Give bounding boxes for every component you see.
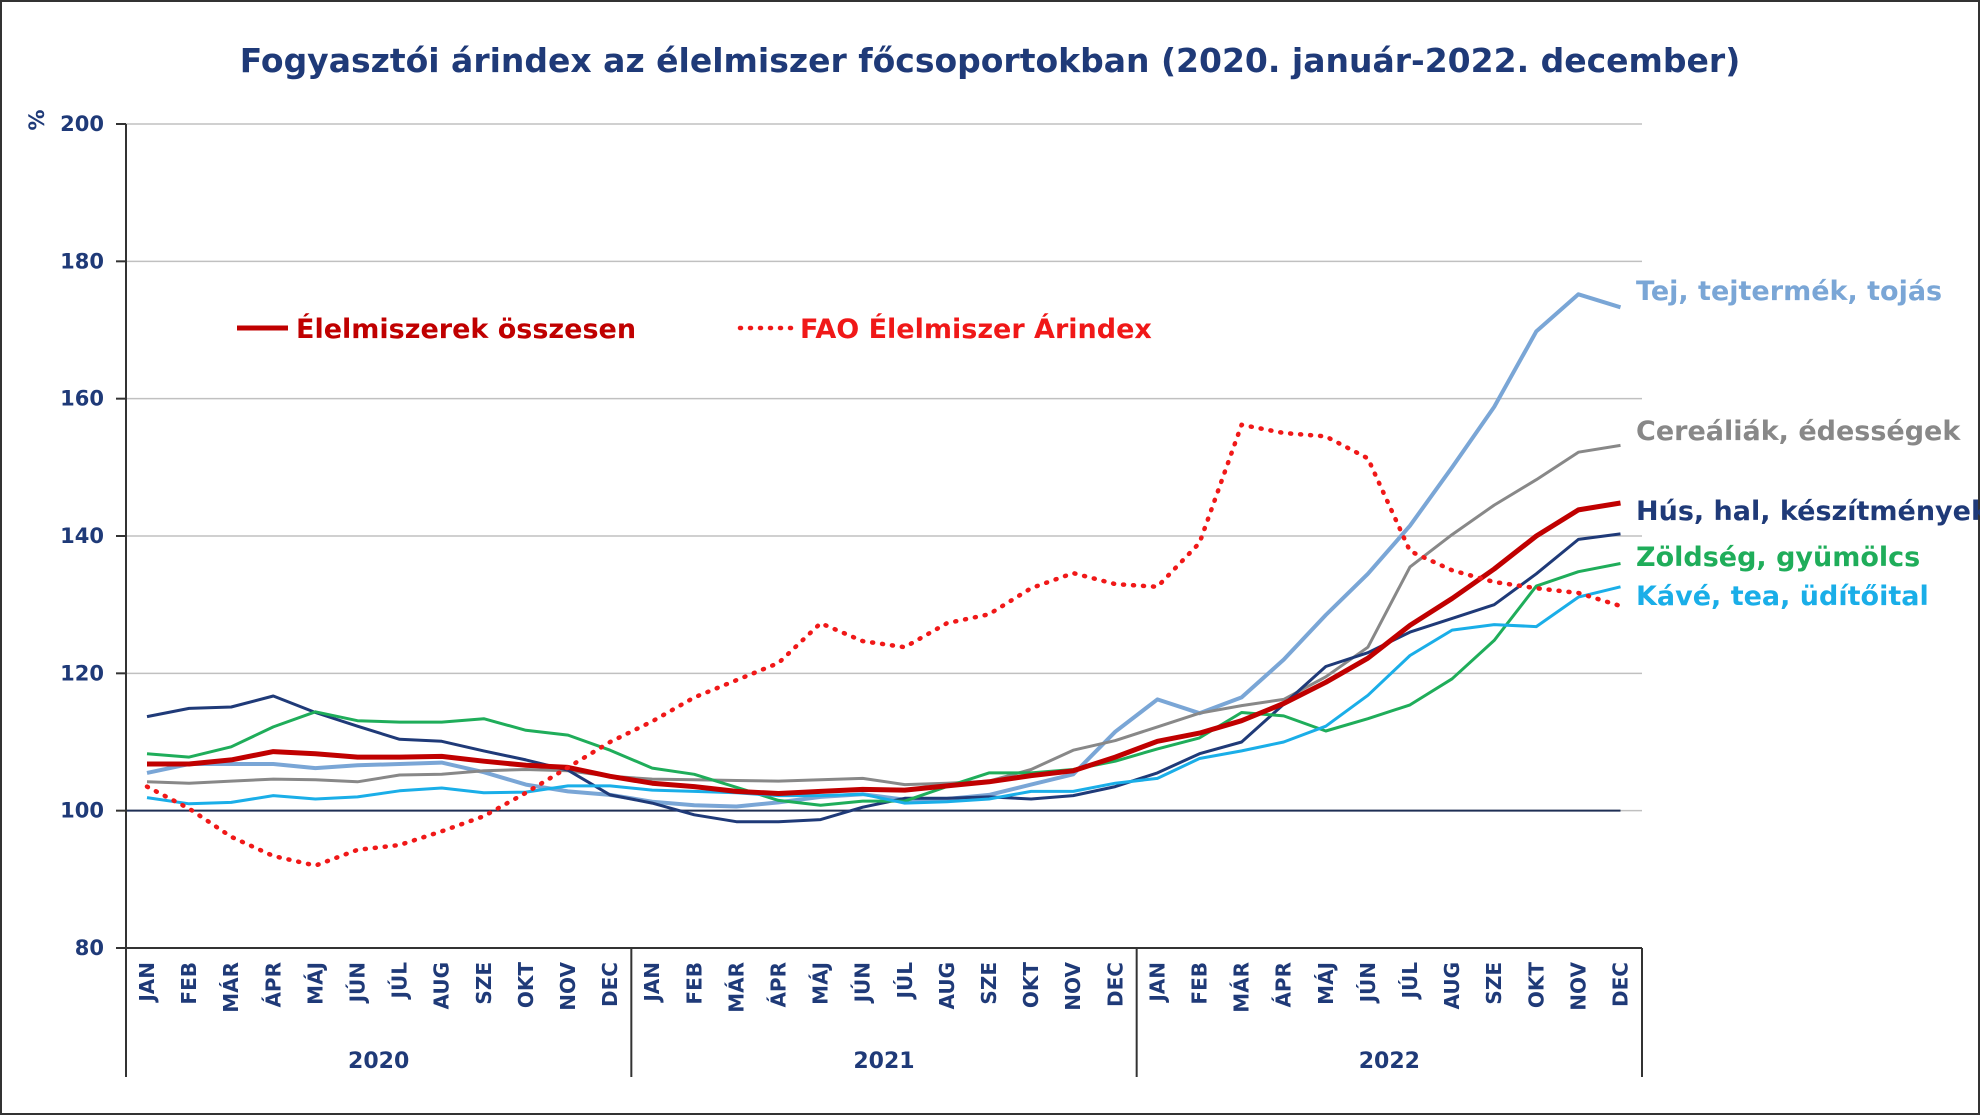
x-tick-label: MÁR bbox=[1230, 962, 1254, 1013]
x-tick-label: FEB bbox=[682, 962, 706, 1005]
series-label-cereal: Cereáliák, édességek bbox=[1636, 416, 1961, 447]
legend-label-total: Élelmiszerek összesen bbox=[296, 313, 636, 345]
x-tick-label: FEB bbox=[1188, 962, 1212, 1005]
x-tick-label: DEC bbox=[1103, 962, 1127, 1007]
series-line-total bbox=[147, 500, 1621, 796]
gridlines bbox=[126, 123, 1642, 812]
x-tick-label: DEC bbox=[1609, 962, 1633, 1007]
x-tick-label: OKT bbox=[514, 962, 538, 1009]
x-tick-label: MÁJ bbox=[303, 962, 327, 1005]
x-tick-label: SZE bbox=[1482, 962, 1506, 1005]
x-tick-label: SZE bbox=[472, 962, 496, 1005]
y-tick-label: 180 bbox=[60, 249, 104, 273]
series-line-cereal bbox=[146, 443, 1621, 787]
x-tick-label: JÚL bbox=[388, 962, 412, 1001]
x-tick-label: JAN bbox=[640, 962, 664, 1004]
x-tick-label: ÁPR bbox=[1272, 962, 1296, 1008]
series-line-coffee bbox=[146, 585, 1621, 806]
series-line-veg bbox=[146, 562, 1621, 807]
x-tick-label: AUG bbox=[935, 962, 959, 1010]
y-axis-label: % bbox=[25, 109, 49, 130]
chart-title: Fogyasztói árindex az élelmiszer főcsopo… bbox=[240, 41, 1741, 80]
x-tick-label: JAN bbox=[135, 962, 159, 1004]
y-tick-labels: 80 100 120 140 160 180 200 bbox=[60, 112, 104, 960]
series-label-coffee: Kávé, tea, üdítőital bbox=[1636, 581, 1929, 612]
series-label-dairy: Tej, tejtermék, tojás bbox=[1636, 276, 1942, 307]
x-tick-label: OKT bbox=[1019, 962, 1043, 1009]
y-tick-label: 100 bbox=[60, 799, 104, 823]
series-end-labels: Tej, tejtermék, tojás Cereáliák, édessége… bbox=[1636, 276, 1980, 612]
x-tick-label: JAN bbox=[1145, 962, 1169, 1004]
x-tick-label: JÚL bbox=[893, 962, 917, 1001]
legend: Élelmiszerek összesen FAO Élelmiszer Árin… bbox=[237, 313, 1152, 345]
legend-label-fao: FAO Élelmiszer Árindex bbox=[800, 313, 1152, 345]
x-tick-label: MÁJ bbox=[809, 962, 833, 1005]
y-tick-label: 140 bbox=[60, 524, 104, 548]
series-line-dairy bbox=[146, 292, 1622, 809]
x-tick-label: FEB bbox=[177, 962, 201, 1005]
x-tick-labels: JAN FEB MÁR ÁPR MÁJ JÚN JÚL AUG SZE OKT NOV DEC JAN F… bbox=[135, 961, 1633, 1012]
series-line-fao bbox=[144, 422, 1623, 868]
series-label-veg: Zöldség, gyümölcs bbox=[1636, 542, 1920, 573]
series-label-meat: Hús, hal, készítmények bbox=[1636, 496, 1980, 527]
x-tick-label: JÚN bbox=[851, 962, 875, 1004]
year-label-2022: 2022 bbox=[1359, 1049, 1420, 1074]
x-tick-label: MÁR bbox=[219, 962, 243, 1013]
y-tick-label: 80 bbox=[75, 936, 104, 960]
y-tick-label: 200 bbox=[60, 112, 104, 136]
x-tick-label: ÁPR bbox=[767, 962, 791, 1008]
x-tick-label: NOV bbox=[1566, 961, 1590, 1010]
x-tick-label: JÚL bbox=[1398, 962, 1422, 1001]
x-tick-label: NOV bbox=[1061, 961, 1085, 1010]
x-tick-label: DEC bbox=[598, 962, 622, 1007]
y-tick-label: 120 bbox=[60, 661, 104, 685]
x-tick-label: MÁJ bbox=[1314, 962, 1338, 1005]
x-tick-label: OKT bbox=[1524, 962, 1548, 1009]
x-tick-label: NOV bbox=[556, 961, 580, 1010]
x-tick-label: AUG bbox=[430, 962, 454, 1010]
series-line-meat bbox=[146, 532, 1621, 824]
axes bbox=[116, 123, 1643, 1077]
series-layer bbox=[126, 292, 1623, 868]
x-tick-label: ÁPR bbox=[261, 962, 285, 1008]
year-label-2021: 2021 bbox=[853, 1049, 914, 1074]
year-labels: 2020 2021 2022 bbox=[348, 1049, 1420, 1074]
x-tick-label: JÚN bbox=[1356, 962, 1380, 1004]
x-tick-label: JÚN bbox=[346, 962, 370, 1004]
x-tick-label: SZE bbox=[977, 962, 1001, 1005]
year-label-2020: 2020 bbox=[348, 1049, 409, 1074]
x-tick-label: MÁR bbox=[724, 962, 748, 1013]
y-tick-label: 160 bbox=[60, 387, 104, 411]
x-tick-label: AUG bbox=[1440, 962, 1464, 1010]
